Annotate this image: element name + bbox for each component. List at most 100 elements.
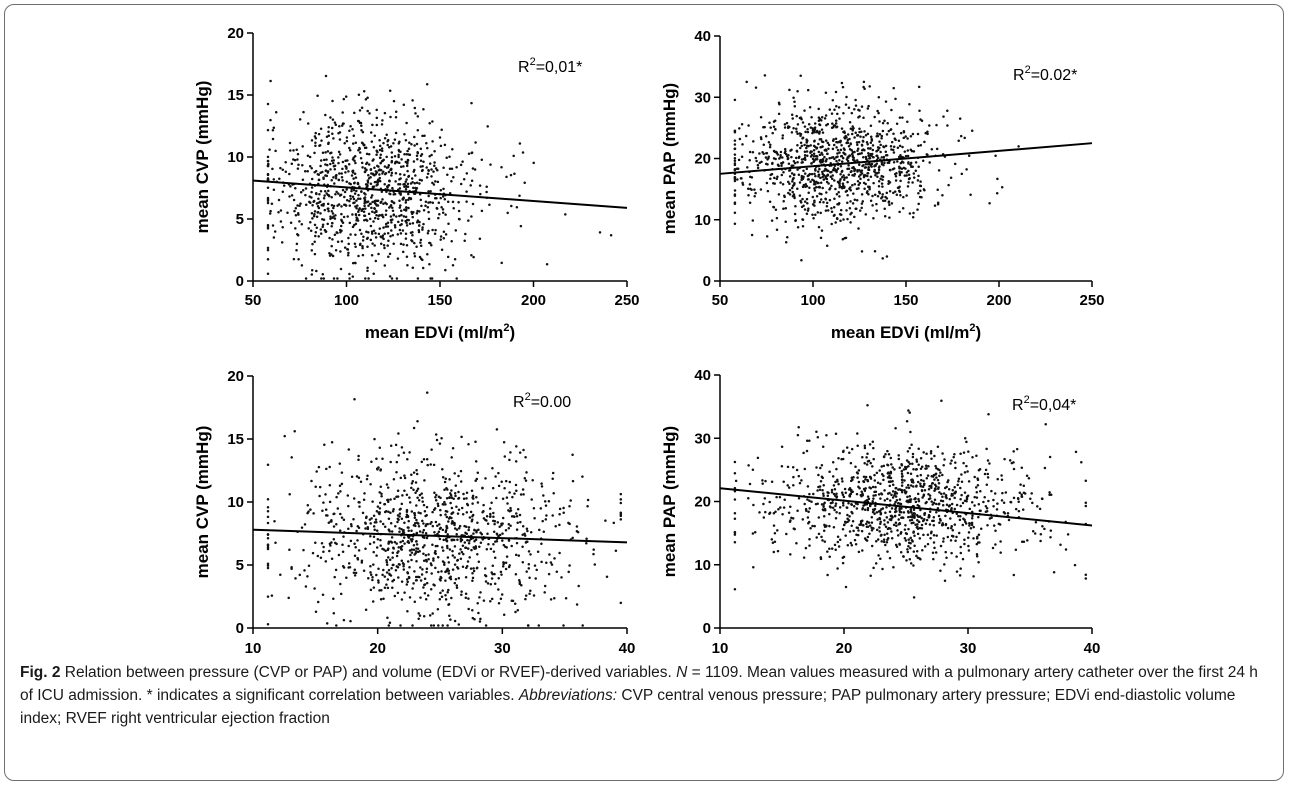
scatter-point: [843, 176, 846, 179]
scatter-point: [914, 161, 918, 164]
scatter-point: [558, 507, 562, 511]
scatter-point: [835, 126, 838, 129]
scatter-point: [524, 541, 528, 544]
scatter-point: [356, 204, 359, 207]
scatter-point: [836, 540, 840, 544]
scatter-point: [416, 115, 420, 118]
scatter-point: [441, 211, 445, 214]
scatter-point: [822, 505, 825, 508]
scatter-point: [895, 499, 899, 502]
scatter-point: [348, 277, 351, 280]
scatter-point: [532, 161, 535, 165]
scatter-point: [755, 159, 758, 163]
scatter-point: [266, 546, 270, 549]
scatter-point: [969, 193, 972, 197]
scatter-point: [811, 213, 814, 217]
scatter-point: [916, 525, 919, 529]
scatter-point: [897, 502, 900, 505]
scatter-point: [976, 535, 979, 539]
scatter-point: [294, 214, 298, 217]
scatter-point: [838, 186, 841, 189]
scatter-point: [324, 230, 328, 233]
scatter-point: [752, 140, 755, 143]
scatter-point: [357, 210, 360, 213]
scatter-point: [846, 513, 849, 517]
scatter-point: [933, 204, 937, 207]
scatter-point: [845, 95, 848, 99]
scatter-point: [456, 538, 459, 542]
scatter-point: [915, 460, 919, 463]
scatter-point: [962, 461, 965, 465]
scatter-point: [890, 202, 894, 205]
scatter-point: [919, 189, 922, 193]
scatter-point: [869, 574, 872, 577]
scatter-point: [483, 567, 487, 570]
scatter-point: [453, 556, 456, 559]
scatter-point: [905, 466, 908, 469]
scatter-point: [452, 538, 456, 542]
scatter-point: [331, 221, 334, 225]
scatter-point: [908, 519, 912, 522]
scatter-point: [417, 617, 420, 621]
scatter-point: [504, 561, 508, 564]
scatter-point: [965, 464, 968, 468]
scatter-point: [995, 192, 999, 195]
scatter-point: [414, 174, 417, 177]
scatter-point: [861, 493, 865, 497]
scatter-point: [866, 452, 869, 455]
scatter-point: [805, 449, 809, 453]
scatter-point: [474, 545, 478, 548]
scatter-point: [972, 537, 975, 540]
scatter-point: [592, 552, 595, 556]
scatter-point: [460, 593, 463, 596]
scatter-point: [390, 221, 393, 224]
scatter-point: [877, 179, 881, 183]
scatter-point: [991, 546, 995, 550]
scatter-point: [405, 164, 409, 168]
scatter-point: [531, 479, 534, 482]
scatter-point: [490, 571, 493, 574]
scatter-point: [811, 157, 815, 161]
scatter-point: [437, 216, 440, 220]
scatter-point: [404, 237, 408, 240]
scatter-point: [922, 493, 926, 496]
scatter-point: [862, 85, 865, 89]
scatter-point: [378, 156, 382, 160]
scatter-point: [843, 520, 847, 524]
scatter-point: [266, 509, 270, 513]
scatter-point: [322, 501, 325, 504]
scatter-point: [870, 521, 874, 524]
scatter-point: [923, 188, 926, 192]
scatter-point: [803, 156, 807, 160]
scatter-point: [963, 542, 966, 546]
scatter-point: [410, 539, 414, 543]
scatter-point: [959, 452, 962, 455]
scatter-point: [432, 508, 436, 511]
scatter-point: [771, 131, 774, 135]
scatter-point: [876, 146, 880, 149]
scatter-point: [440, 595, 444, 599]
scatter-point: [515, 445, 518, 448]
scatter-point: [484, 477, 487, 480]
scatter-point: [907, 515, 910, 519]
scatter-point: [425, 176, 429, 179]
scatter-point: [936, 188, 939, 191]
scatter-point: [871, 465, 874, 468]
scatter-point: [947, 487, 951, 491]
scatter-point: [441, 589, 444, 592]
scatter-point: [412, 544, 416, 547]
scatter-point: [328, 252, 331, 255]
scatter-point: [950, 506, 953, 510]
scatter-point: [803, 154, 807, 157]
scatter-point: [383, 264, 387, 267]
scatter-point: [549, 598, 553, 601]
scatter-point: [439, 144, 443, 148]
scatter-point: [388, 192, 391, 195]
scatter-point: [406, 457, 409, 461]
scatter-point: [913, 512, 917, 515]
scatter-point: [853, 183, 857, 186]
scatter-point: [836, 535, 840, 538]
scatter-point: [830, 222, 833, 226]
scatter-point: [436, 502, 440, 506]
scatter-point: [821, 539, 824, 542]
